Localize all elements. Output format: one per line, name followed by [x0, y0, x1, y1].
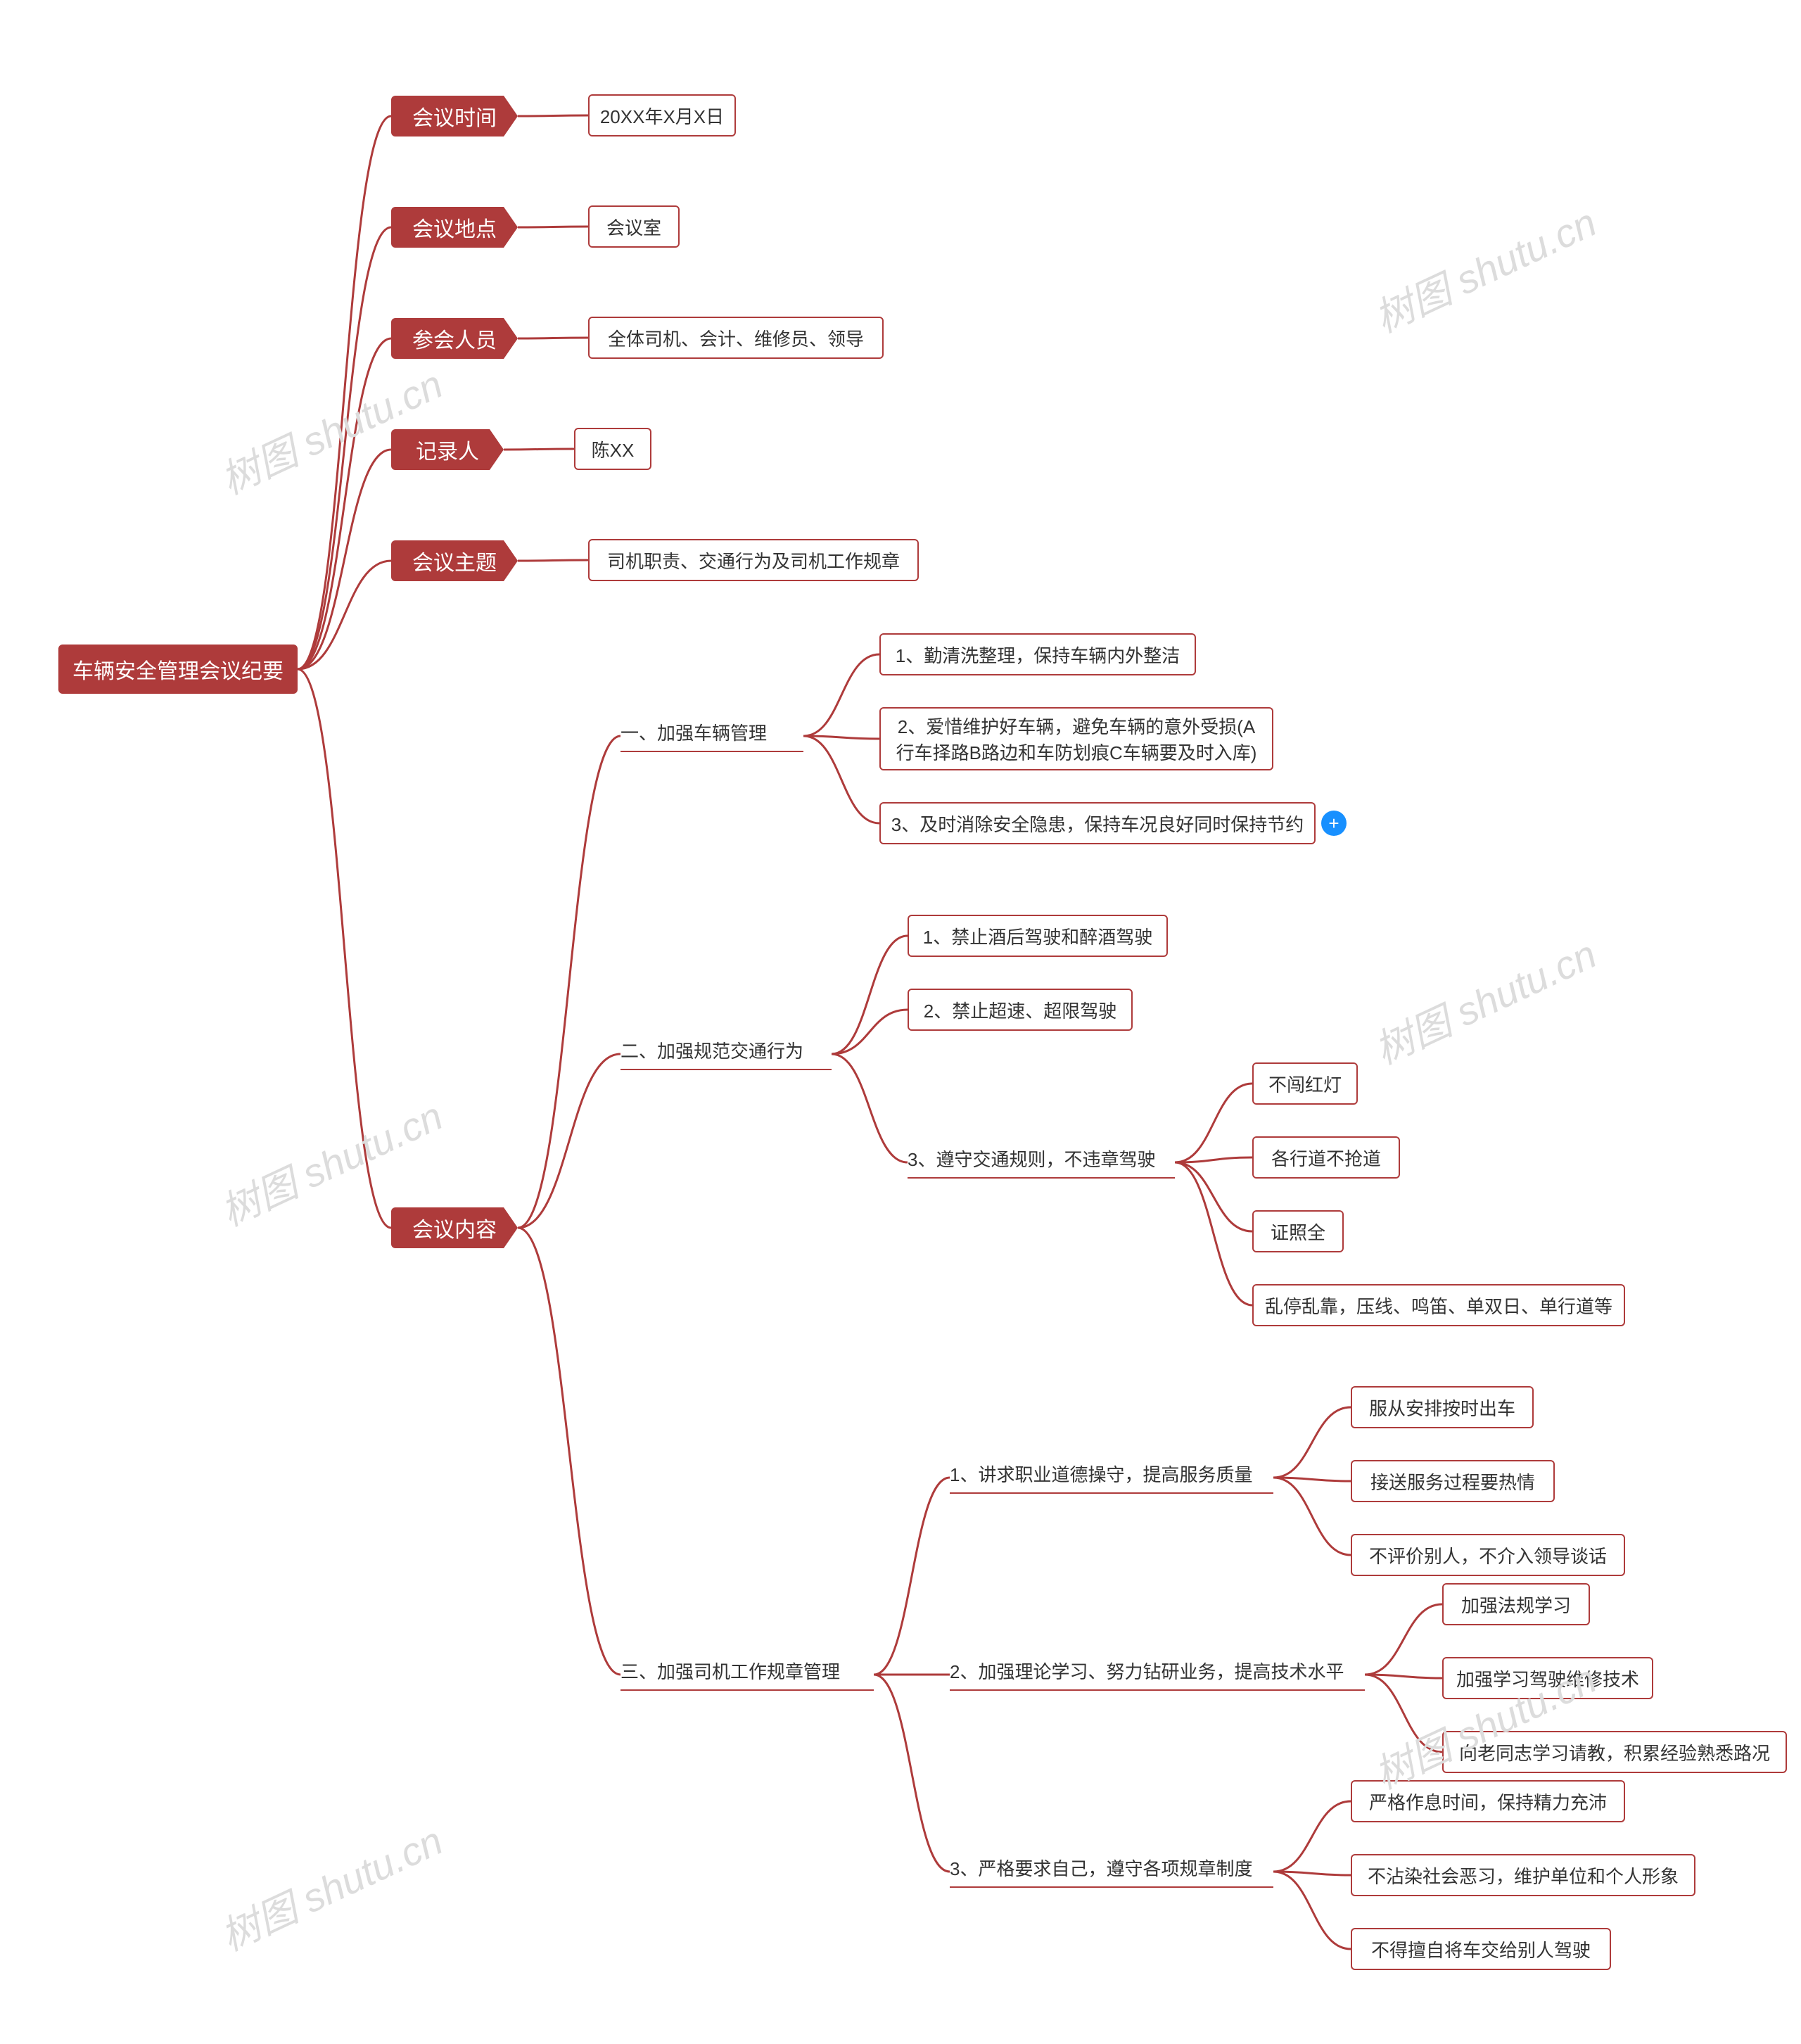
leaf-node: 2、爱惜维护好车辆，避免车辆的意外受损(A行车择路B路边和车防划痕C车辆要及时入…: [879, 707, 1273, 770]
leaf-node: 严格作息时间，保持精力充沛: [1351, 1780, 1625, 1822]
expand-icon[interactable]: +: [1321, 811, 1347, 836]
leaf-node: 2、禁止超速、超限驾驶: [908, 989, 1133, 1031]
leaf-node: 乱停乱靠，压线、鸣笛、单双日、单行道等: [1252, 1284, 1625, 1326]
branch-node[interactable]: 会议主题: [391, 540, 518, 581]
leaf-node: 服从安排按时出车: [1351, 1386, 1534, 1428]
leaf-node: 各行道不抢道: [1252, 1136, 1400, 1179]
branch-node[interactable]: 记录人: [391, 429, 504, 470]
leaf-node: 向老同志学习请教，积累经验熟悉路况: [1442, 1731, 1787, 1773]
branch-node[interactable]: 会议内容: [391, 1207, 518, 1248]
branch-node[interactable]: 会议地点: [391, 207, 518, 248]
leaf-node: 司机职责、交通行为及司机工作规章: [588, 539, 919, 581]
leaf-node: 加强法规学习: [1442, 1583, 1590, 1625]
leaf-node: 不沾染社会恶习，维护单位和个人形象: [1351, 1854, 1695, 1896]
sub-heading[interactable]: 一、加强车辆管理: [621, 719, 803, 752]
leaf-node: 20XX年X月X日: [588, 94, 736, 137]
root-node[interactable]: 车辆安全管理会议纪要: [58, 645, 298, 694]
sub-heading[interactable]: 三、加强司机工作规章管理: [621, 1658, 874, 1691]
leaf-node: 1、禁止酒后驾驶和醉酒驾驶: [908, 915, 1168, 957]
watermark-text: 树图 shutu.cn: [1364, 923, 1605, 1076]
sub-heading[interactable]: 2、加强理论学习、努力钻研业务，提高技术水平: [950, 1658, 1365, 1691]
branch-node[interactable]: 参会人员: [391, 318, 518, 359]
leaf-node: 全体司机、会计、维修员、领导: [588, 317, 884, 359]
leaf-node: 3、及时消除安全隐患，保持车况良好同时保持节约: [879, 802, 1316, 844]
leaf-node: 证照全: [1252, 1210, 1344, 1252]
leaf-node: 接送服务过程要热情: [1351, 1460, 1555, 1502]
leaf-node: 1、勤清洗整理，保持车辆内外整洁: [879, 633, 1196, 675]
watermark-text: 树图 shutu.cn: [210, 1810, 451, 1962]
leaf-node: 陈XX: [574, 428, 651, 470]
leaf-node: 会议室: [588, 205, 680, 248]
branch-node[interactable]: 会议时间: [391, 96, 518, 137]
sub-heading[interactable]: 1、讲求职业道德操守，提高服务质量: [950, 1461, 1273, 1494]
sub-heading[interactable]: 3、遵守交通规则，不违章驾驶: [908, 1145, 1175, 1179]
watermark-text: 树图 shutu.cn: [1364, 191, 1605, 344]
leaf-node: 不得擅自将车交给别人驾驶: [1351, 1928, 1611, 1970]
leaf-node: 不闯红灯: [1252, 1062, 1358, 1105]
sub-heading[interactable]: 二、加强规范交通行为: [621, 1037, 832, 1070]
leaf-node: 加强学习驾驶维修技术: [1442, 1657, 1653, 1699]
leaf-node: 不评价别人，不介入领导谈话: [1351, 1534, 1625, 1576]
sub-heading[interactable]: 3、严格要求自己，遵守各项规章制度: [950, 1855, 1273, 1888]
